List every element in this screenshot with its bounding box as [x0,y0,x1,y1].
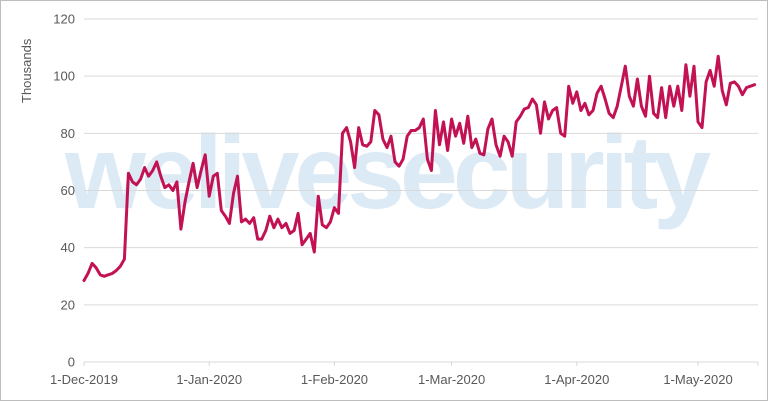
y-tick-label: 120 [53,12,75,27]
x-tick-label: 1-Jan-2020 [176,372,242,387]
y-tick-label: 20 [61,297,75,312]
y-axis-title: Thousands [19,38,34,103]
data-series-line [82,54,757,282]
y-tick-label: 0 [68,355,75,370]
y-tick-label: 60 [61,183,75,198]
y-tick-label: 80 [61,126,75,141]
x-tick-label: 1-Mar-2020 [418,372,485,387]
y-tick-label: 40 [61,240,75,255]
x-tick-label: 1-Apr-2020 [544,372,609,387]
x-tick-label: 1-Feb-2020 [301,372,368,387]
y-tick-label: 100 [53,69,75,84]
x-tick-label: 1-May-2020 [663,372,732,387]
x-tick-label: 1-Dec-2019 [50,372,118,387]
watermark-welivesecurity: welivesecurity [65,115,711,231]
